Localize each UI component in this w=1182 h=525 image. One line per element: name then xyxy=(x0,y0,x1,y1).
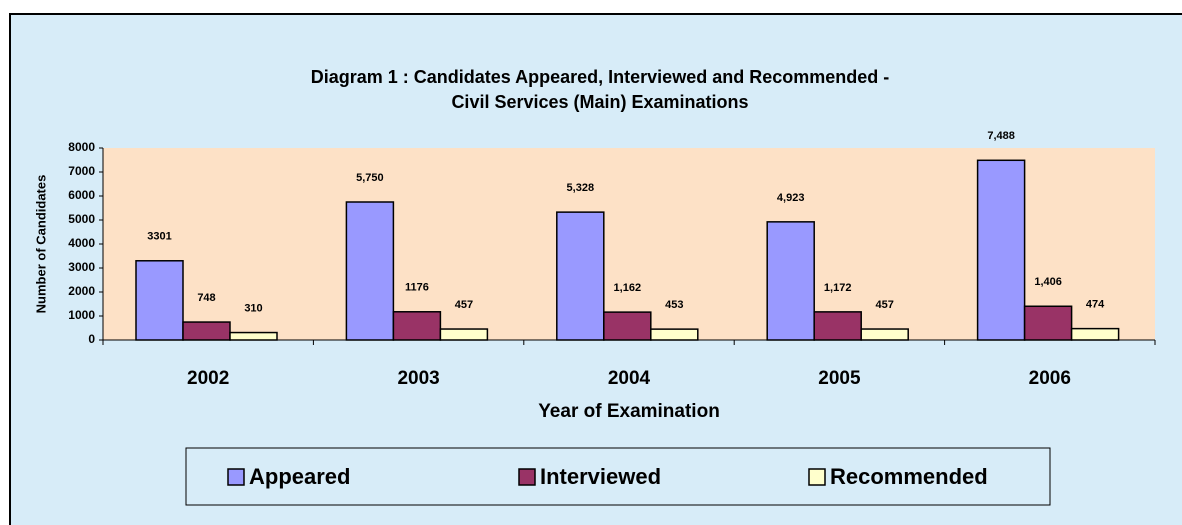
data-label: 457 xyxy=(455,299,473,311)
y-tick-label: 7000 xyxy=(68,164,95,178)
legend xyxy=(185,447,1051,506)
data-label: 457 xyxy=(876,299,894,311)
x-tick-label: 2003 xyxy=(397,368,439,389)
bar xyxy=(182,321,231,341)
legend-label: Recommended xyxy=(830,464,988,489)
x-tick-label: 2005 xyxy=(818,368,861,389)
data-label: 1176 xyxy=(405,282,429,294)
y-tick-label: 0 xyxy=(88,332,95,346)
y-tick-label: 2000 xyxy=(68,284,95,298)
y-tick-label: 5000 xyxy=(68,212,95,226)
data-label: 7,488 xyxy=(987,130,1015,142)
y-tick-label: 4000 xyxy=(68,236,95,250)
data-label: 3301 xyxy=(147,231,171,243)
bar xyxy=(345,201,395,341)
legend-swatch xyxy=(518,468,536,486)
x-tick-label: 2002 xyxy=(187,368,229,389)
x-axis-title: Year of Examination xyxy=(538,401,720,422)
data-label: 1,162 xyxy=(614,282,642,294)
bar xyxy=(135,260,184,341)
chart-title: Civil Services (Main) Examinations xyxy=(451,92,748,112)
data-label: 474 xyxy=(1086,299,1105,311)
chart-title: Diagram 1 : Candidates Appeared, Intervi… xyxy=(311,67,889,87)
y-tick-label: 6000 xyxy=(68,188,95,202)
bar xyxy=(603,311,652,341)
bar xyxy=(650,328,699,341)
bar xyxy=(439,328,489,341)
data-label: 1,406 xyxy=(1034,276,1062,288)
y-axis-title: Number of Candidates xyxy=(33,175,48,314)
bar xyxy=(556,211,605,341)
x-tick-label: 2006 xyxy=(1029,368,1071,389)
legend-swatch xyxy=(808,468,826,486)
bar xyxy=(1023,305,1073,341)
bar xyxy=(1070,327,1120,341)
bar xyxy=(229,331,278,341)
bar xyxy=(860,328,909,341)
data-label: 5,328 xyxy=(567,182,595,194)
bar xyxy=(976,159,1026,341)
bar xyxy=(766,221,815,341)
bar xyxy=(392,311,442,341)
data-label: 4,923 xyxy=(777,192,805,204)
y-tick-label: 3000 xyxy=(68,260,95,274)
y-tick-label: 1000 xyxy=(68,308,95,322)
bar xyxy=(813,311,862,341)
legend-label: Appeared xyxy=(249,464,350,489)
legend-swatch xyxy=(227,468,245,486)
data-label: 5,750 xyxy=(356,172,384,184)
data-label: 748 xyxy=(197,292,215,304)
data-label: 453 xyxy=(665,299,683,311)
legend-label: Interviewed xyxy=(540,464,661,489)
x-tick-label: 2004 xyxy=(608,368,651,389)
data-label: 1,172 xyxy=(824,282,852,294)
y-tick-label: 8000 xyxy=(68,140,95,154)
data-label: 310 xyxy=(244,302,262,314)
